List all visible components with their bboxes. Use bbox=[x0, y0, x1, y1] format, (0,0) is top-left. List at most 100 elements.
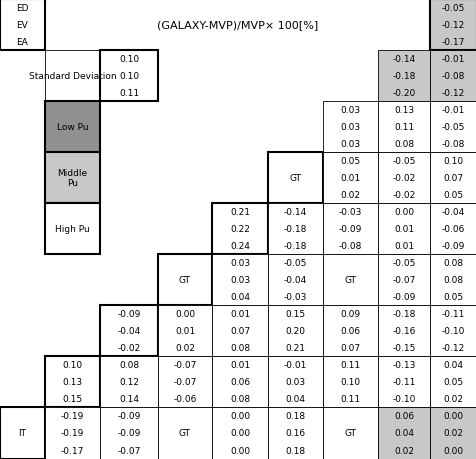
Bar bbox=[268, 153, 322, 203]
Text: -0.11: -0.11 bbox=[441, 309, 464, 318]
Text: -0.08: -0.08 bbox=[338, 241, 361, 251]
Bar bbox=[377, 254, 429, 305]
Bar bbox=[45, 153, 100, 203]
Text: 0.05: 0.05 bbox=[443, 377, 463, 386]
Bar bbox=[211, 356, 268, 407]
Text: -0.09: -0.09 bbox=[391, 292, 415, 302]
Text: 0.16: 0.16 bbox=[285, 429, 305, 437]
Text: -0.05: -0.05 bbox=[441, 4, 464, 13]
Text: -0.11: -0.11 bbox=[391, 377, 415, 386]
Text: 0.02: 0.02 bbox=[175, 343, 195, 352]
Text: 0.03: 0.03 bbox=[229, 275, 249, 285]
Text: -0.01: -0.01 bbox=[283, 360, 307, 369]
Text: 0.03: 0.03 bbox=[229, 258, 249, 268]
Text: -0.02: -0.02 bbox=[392, 190, 415, 200]
Text: 0.02: 0.02 bbox=[443, 429, 463, 437]
Bar bbox=[322, 254, 377, 305]
Text: -0.12: -0.12 bbox=[441, 343, 464, 352]
Text: -0.14: -0.14 bbox=[283, 207, 307, 217]
Text: 0.06: 0.06 bbox=[340, 326, 360, 335]
Text: 0.00: 0.00 bbox=[229, 429, 249, 437]
Text: 0.24: 0.24 bbox=[229, 241, 249, 251]
Text: 0.22: 0.22 bbox=[229, 224, 249, 234]
Bar bbox=[268, 254, 322, 305]
Bar bbox=[268, 203, 322, 254]
Bar bbox=[322, 203, 377, 254]
Text: Low Pu: Low Pu bbox=[57, 123, 88, 132]
Bar bbox=[429, 51, 476, 102]
Text: 0.00: 0.00 bbox=[175, 309, 195, 318]
Bar bbox=[377, 407, 429, 459]
Text: 0.15: 0.15 bbox=[285, 309, 305, 318]
Bar bbox=[268, 407, 322, 459]
Text: Standard Deviation: Standard Deviation bbox=[29, 72, 116, 81]
Text: 0.04: 0.04 bbox=[443, 360, 463, 369]
Text: -0.07: -0.07 bbox=[173, 360, 196, 369]
Text: -0.08: -0.08 bbox=[441, 72, 464, 81]
Text: -0.18: -0.18 bbox=[391, 72, 415, 81]
Text: 0.00: 0.00 bbox=[443, 446, 463, 455]
Bar bbox=[158, 356, 211, 407]
Bar bbox=[45, 356, 100, 407]
Text: 0.11: 0.11 bbox=[393, 123, 413, 132]
Bar bbox=[211, 305, 268, 356]
Bar bbox=[100, 356, 158, 407]
Text: -0.07: -0.07 bbox=[173, 377, 196, 386]
Text: -0.01: -0.01 bbox=[441, 55, 464, 64]
Text: 0.00: 0.00 bbox=[229, 446, 249, 455]
Text: 0.08: 0.08 bbox=[229, 343, 249, 352]
Bar bbox=[211, 254, 268, 305]
Text: 0.10: 0.10 bbox=[443, 157, 463, 166]
Text: 0.10: 0.10 bbox=[119, 55, 139, 64]
Bar bbox=[377, 203, 429, 254]
Text: 0.06: 0.06 bbox=[393, 411, 413, 420]
Text: 0.09: 0.09 bbox=[340, 309, 360, 318]
Text: 0.11: 0.11 bbox=[340, 394, 360, 403]
Bar bbox=[429, 305, 476, 356]
Text: 0.04: 0.04 bbox=[393, 429, 413, 437]
Bar bbox=[0, 0, 45, 51]
Text: 0.03: 0.03 bbox=[340, 140, 360, 149]
Text: 0.10: 0.10 bbox=[340, 377, 360, 386]
Text: 0.08: 0.08 bbox=[393, 140, 413, 149]
Text: GT: GT bbox=[344, 429, 356, 437]
Bar bbox=[322, 102, 377, 153]
Text: 0.06: 0.06 bbox=[229, 377, 249, 386]
Text: 0.05: 0.05 bbox=[443, 190, 463, 200]
Bar bbox=[0, 407, 45, 459]
Text: -0.08: -0.08 bbox=[441, 140, 464, 149]
Text: 0.08: 0.08 bbox=[229, 394, 249, 403]
Text: -0.12: -0.12 bbox=[441, 89, 464, 98]
Text: IT: IT bbox=[19, 429, 27, 437]
Text: 0.04: 0.04 bbox=[229, 292, 249, 302]
Bar bbox=[45, 51, 100, 102]
Text: -0.20: -0.20 bbox=[392, 89, 415, 98]
Text: -0.19: -0.19 bbox=[60, 429, 84, 437]
Bar bbox=[377, 102, 429, 153]
Text: -0.03: -0.03 bbox=[283, 292, 307, 302]
Bar bbox=[45, 407, 100, 459]
Text: 0.01: 0.01 bbox=[340, 174, 360, 183]
Text: -0.14: -0.14 bbox=[392, 55, 415, 64]
Text: -0.04: -0.04 bbox=[441, 207, 464, 217]
Bar bbox=[429, 0, 476, 51]
Text: 0.10: 0.10 bbox=[119, 72, 139, 81]
Text: 0.03: 0.03 bbox=[340, 123, 360, 132]
Text: -0.16: -0.16 bbox=[391, 326, 415, 335]
Text: 0.01: 0.01 bbox=[229, 360, 249, 369]
Text: 0.13: 0.13 bbox=[393, 106, 413, 115]
Bar bbox=[268, 305, 322, 356]
Text: 0.07: 0.07 bbox=[229, 326, 249, 335]
Text: 0.08: 0.08 bbox=[443, 275, 463, 285]
Text: 0.01: 0.01 bbox=[393, 224, 413, 234]
Bar bbox=[100, 407, 158, 459]
Bar bbox=[211, 407, 268, 459]
Text: -0.09: -0.09 bbox=[117, 309, 140, 318]
Text: GT: GT bbox=[178, 275, 190, 285]
Text: 0.05: 0.05 bbox=[443, 292, 463, 302]
Text: 0.02: 0.02 bbox=[393, 446, 413, 455]
Text: -0.09: -0.09 bbox=[117, 411, 140, 420]
Text: -0.05: -0.05 bbox=[283, 258, 307, 268]
Text: -0.02: -0.02 bbox=[117, 343, 140, 352]
Text: 0.10: 0.10 bbox=[62, 360, 82, 369]
